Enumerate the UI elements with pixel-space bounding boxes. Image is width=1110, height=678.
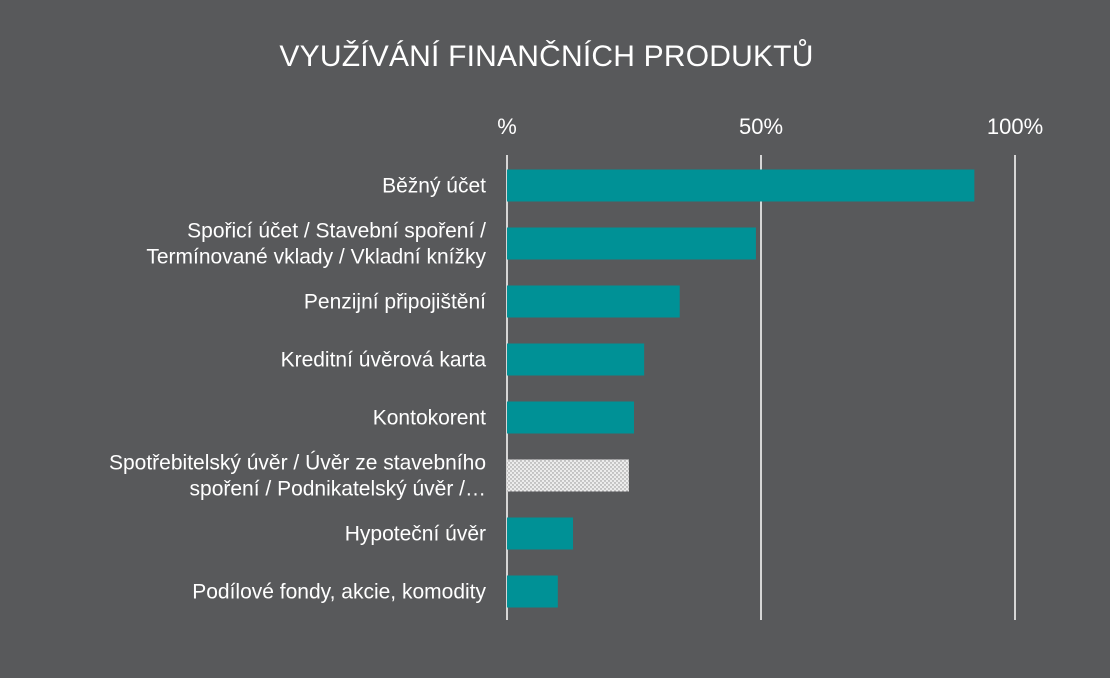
bars xyxy=(507,169,975,608)
bar xyxy=(507,575,558,608)
category-label: Podílové fondy, akcie, komodity xyxy=(192,581,486,604)
category-label: Spořicí účet / Stavební spoření / xyxy=(187,220,486,243)
category-label: Běžný účet xyxy=(382,175,486,198)
category-label: Kontokorent xyxy=(373,407,486,430)
bar xyxy=(507,459,629,492)
category-labels: Běžný účet Spořicí účet / Stavební spořen… xyxy=(109,175,487,604)
bar xyxy=(507,517,574,550)
category-label: Termínované vklady / Vkladní knížky xyxy=(146,246,486,269)
x-tick-label: 50% xyxy=(739,114,783,139)
category-label: Spotřebitelský úvěr / Úvěr ze stavebního xyxy=(109,452,486,475)
bar xyxy=(507,401,634,434)
category-label: Kreditní úvěrová karta xyxy=(281,349,487,372)
category-label: Hypoteční úvěr xyxy=(345,523,486,546)
bar xyxy=(507,227,756,260)
bar xyxy=(507,285,680,318)
x-tick-label: 100% xyxy=(987,114,1043,139)
x-axis-ticks: % 50% 100% xyxy=(497,114,1043,139)
category-label: spoření / Podnikatelský úvěr /… xyxy=(190,478,486,501)
bar xyxy=(507,343,645,376)
category-label: Penzijní připojištění xyxy=(304,291,486,314)
gridlines xyxy=(506,155,1016,620)
chart-title: VYUŽÍVÁNÍ FINANČNÍCH PRODUKTŮ xyxy=(279,40,814,73)
x-tick-label: % xyxy=(497,114,517,139)
bar xyxy=(507,169,975,202)
